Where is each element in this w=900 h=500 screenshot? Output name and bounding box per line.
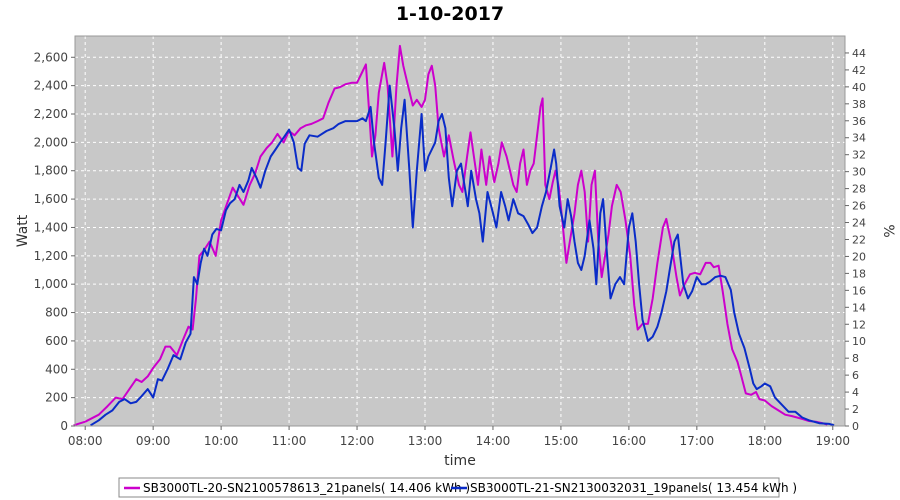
y2-tick-label: 14 [852,301,866,314]
x-axis-label: time [444,453,476,469]
x-tick-label: 11:00 [272,434,307,448]
y-axis-ticks: 0 200 400 600 800 1,000 1,200 1,400 1,600 1,800 2,… [34,50,75,433]
y2-tick-label: 16 [852,284,866,297]
chart-title: 1-10-2017 [396,3,504,25]
y-tick-label: 800 [45,306,68,320]
x-tick-label: 17:00 [680,434,715,448]
y-tick-label: 1,800 [34,164,68,178]
y2-tick-label: 38 [852,98,866,111]
y-tick-label: 2,400 [34,79,68,93]
y-tick-label: 1,600 [34,192,68,206]
legend-box [118,477,780,498]
y-tick-label: 600 [45,334,68,348]
y2-tick-label: 36 [852,115,866,128]
x-tick-label: 19:00 [815,434,850,448]
y2-tick-label: 4 [852,386,859,399]
y2-tick-label: 26 [852,200,866,213]
legend: SB3000TL-20-SN2100578613_21panels( 14.40… [118,477,797,498]
y2-axis-label: % [880,224,896,237]
y2-tick-label: 40 [852,81,866,94]
y-tick-label: 1,400 [34,220,68,234]
grid-lines [75,36,845,427]
y-tick-label: 2,000 [34,135,68,149]
y-tick-label: 2,200 [34,107,68,121]
y2-tick-label: 2 [852,403,859,416]
x-tick-label: 18:00 [748,434,783,448]
series-line-2 [90,84,835,427]
y2-tick-label: 8 [852,352,859,365]
y2-tick-label: 44 [852,47,866,60]
y-tick-label: 0 [60,419,68,433]
y-tick-label: 2,600 [34,50,68,64]
y-tick-label: 400 [45,362,68,376]
x-tick-label: 16:00 [612,434,647,448]
plot-area [75,36,845,426]
y-axis-label: Watt [15,214,31,247]
y2-axis-ticks: 0246810121416182022242628303234363840424… [845,47,866,433]
y-tick-label: 1,200 [34,249,68,263]
x-tick-label: 14:00 [476,434,511,448]
y2-tick-label: 30 [852,166,866,179]
y2-tick-label: 6 [852,369,859,382]
y2-tick-label: 42 [852,64,866,77]
y2-tick-label: 22 [852,233,866,246]
legend-label-series-1: SB3000TL-20-SN2100578613_21panels( 14.40… [143,481,470,495]
x-tick-label: 09:00 [136,434,171,448]
y2-tick-label: 28 [852,183,866,196]
y2-tick-label: 24 [852,217,866,230]
x-tick-label: 12:00 [340,434,375,448]
legend-label-series-2: SB3000TL-21-SN2130032031_19panels( 13.45… [470,481,797,495]
y2-tick-label: 0 [852,420,859,433]
x-tick-label: 15:00 [544,434,579,448]
y2-tick-label: 18 [852,267,866,280]
series-layer [73,44,835,427]
x-tick-label: 10:00 [204,434,239,448]
y2-tick-label: 32 [852,149,866,162]
y2-tick-label: 10 [852,335,866,348]
y2-tick-label: 20 [852,250,866,263]
y2-tick-label: 12 [852,318,866,331]
x-tick-label: 08:00 [68,434,103,448]
x-axis-ticks: 08:00 09:00 10:00 11:00 12:00 13:00 14:00 15:00… [68,426,850,448]
y-tick-label: 1,000 [34,277,68,291]
y-tick-label: 200 [45,391,68,405]
y2-tick-label: 34 [852,132,866,145]
x-tick-label: 13:00 [408,434,443,448]
plot-border [74,35,846,427]
